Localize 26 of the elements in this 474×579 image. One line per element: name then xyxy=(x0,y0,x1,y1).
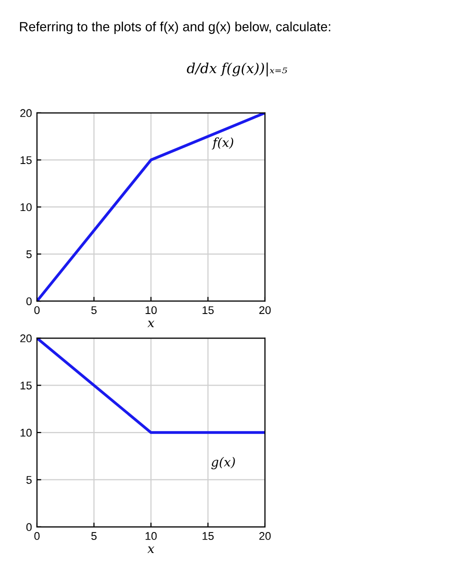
x-tick-label: 20 xyxy=(259,532,271,540)
x-axis-title: x xyxy=(147,546,154,553)
y-tick-label: 10 xyxy=(20,428,32,437)
chart-title: Referring to the plots of f(x) and g(x) below, calculate: xyxy=(20,22,330,34)
y-tick-label: 0 xyxy=(26,297,32,306)
y-tick-label: 15 xyxy=(20,156,32,164)
x-tick-label: 0 xyxy=(34,532,40,540)
series-label: f(x) xyxy=(212,137,234,150)
x-tick-label: 5 xyxy=(91,306,97,314)
x-tick-label: 20 xyxy=(259,306,271,314)
y-tick-label: 20 xyxy=(20,334,32,342)
x-tick-label: 10 xyxy=(146,306,157,314)
x-tick-label: 5 xyxy=(91,532,97,540)
y-tick-label: 20 xyxy=(20,109,32,118)
x-tick-label: 15 xyxy=(202,306,214,314)
y-tick-label: 0 xyxy=(26,523,32,532)
y-tick-label: 5 xyxy=(26,250,32,258)
x-axis-title: x xyxy=(147,320,154,328)
y-tick-label: 15 xyxy=(20,382,32,390)
series-label: g(x) xyxy=(211,456,235,470)
y-tick-label: 5 xyxy=(26,476,32,484)
x-tick-label: 10 xyxy=(146,532,157,540)
x-tick-label: 15 xyxy=(202,532,214,540)
x-tick-label: 0 xyxy=(34,306,40,314)
chart-subtitle: d/dx f(g(x))|ₓ₌₅ xyxy=(186,62,288,76)
y-tick-label: 10 xyxy=(20,203,32,212)
